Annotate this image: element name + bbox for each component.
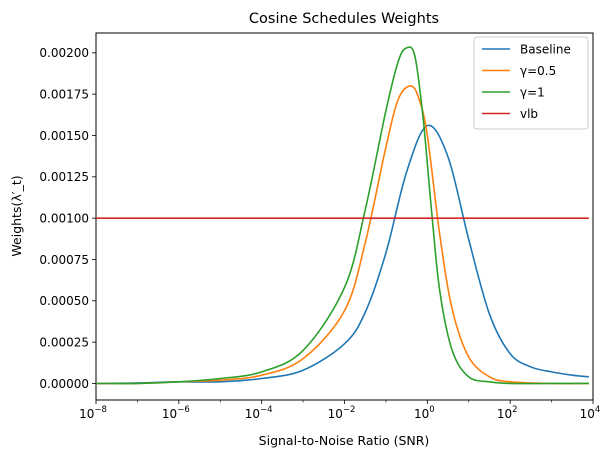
y-axis-ticks: 0.00000 0.00025 0.00050 0.00075 0.00100 0.001… — [39, 46, 96, 391]
x-tick-label: 10−6 — [162, 405, 190, 421]
y-tick-label: 0.00100 — [39, 211, 89, 225]
x-tick-label: 10−4 — [245, 405, 273, 421]
y-axis-label: Weights(λ′_t) — [9, 175, 24, 256]
legend-frame — [473, 36, 589, 130]
y-tick-label: 0.00075 — [39, 253, 89, 267]
x-tick-label: 102 — [497, 405, 518, 421]
x-axis-ticks: 10−8 10−6 10−4 10−2 100 102 104 — [79, 400, 600, 421]
legend: Baseline γ=0.5 γ=1 vlb — [473, 36, 589, 130]
series-line-1 — [95, 46, 589, 385]
y-tick-label: 0.00175 — [39, 87, 89, 101]
x-tick-label: 100 — [414, 405, 435, 421]
chart-title: Cosine Schedules Weights — [249, 11, 439, 27]
series-line-0-5 — [95, 85, 589, 385]
y-tick-label: 0.00050 — [39, 294, 89, 308]
x-tick-label: 10−2 — [328, 405, 356, 421]
x-axis-label: Signal-to-Noise Ratio (SNR) — [259, 433, 430, 448]
x-tick-label: 104 — [580, 405, 601, 421]
y-tick-label: 0.00125 — [39, 170, 89, 184]
y-tick-label: 0.00150 — [39, 129, 89, 143]
legend-label: γ=1 — [520, 85, 545, 99]
series-layer — [95, 46, 589, 385]
y-tick-label: 0.00200 — [39, 46, 89, 60]
legend-label: vlb — [520, 107, 538, 121]
y-tick-label: 0.00000 — [39, 377, 89, 391]
plot-area: 10−8 10−6 10−4 10−2 100 102 104 0.00000 0.00025… — [39, 32, 600, 421]
y-tick-label: 0.00025 — [39, 335, 89, 349]
legend-label: γ=0.5 — [520, 64, 556, 78]
legend-label: Baseline — [520, 42, 571, 56]
x-tick-label: 10−8 — [79, 405, 107, 421]
series-line-baseline — [95, 124, 589, 385]
